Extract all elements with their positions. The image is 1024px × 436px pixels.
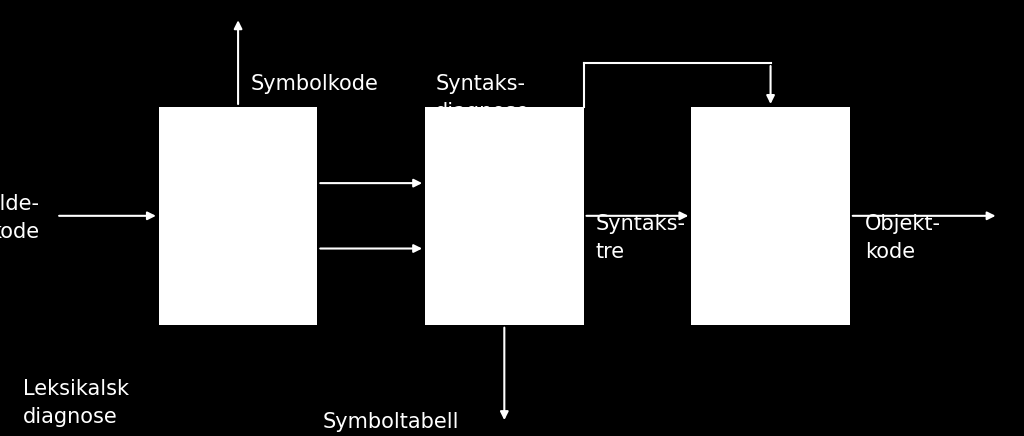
Text: Objekt-
kode: Objekt- kode — [865, 214, 941, 262]
Text: Syntaks-
diagnose: Syntaks- diagnose — [435, 74, 530, 122]
Text: Kilde-
kode: Kilde- kode — [0, 194, 39, 242]
Text: Symbolkode: Symbolkode — [251, 74, 379, 94]
Bar — [159, 107, 317, 325]
Text: Symboltabell: Symboltabell — [323, 412, 459, 432]
Bar — [691, 107, 850, 325]
Text: Leksikalsk
diagnose: Leksikalsk diagnose — [23, 379, 129, 427]
Text: Syntaks-
tre: Syntaks- tre — [596, 214, 686, 262]
Bar — [425, 107, 584, 325]
